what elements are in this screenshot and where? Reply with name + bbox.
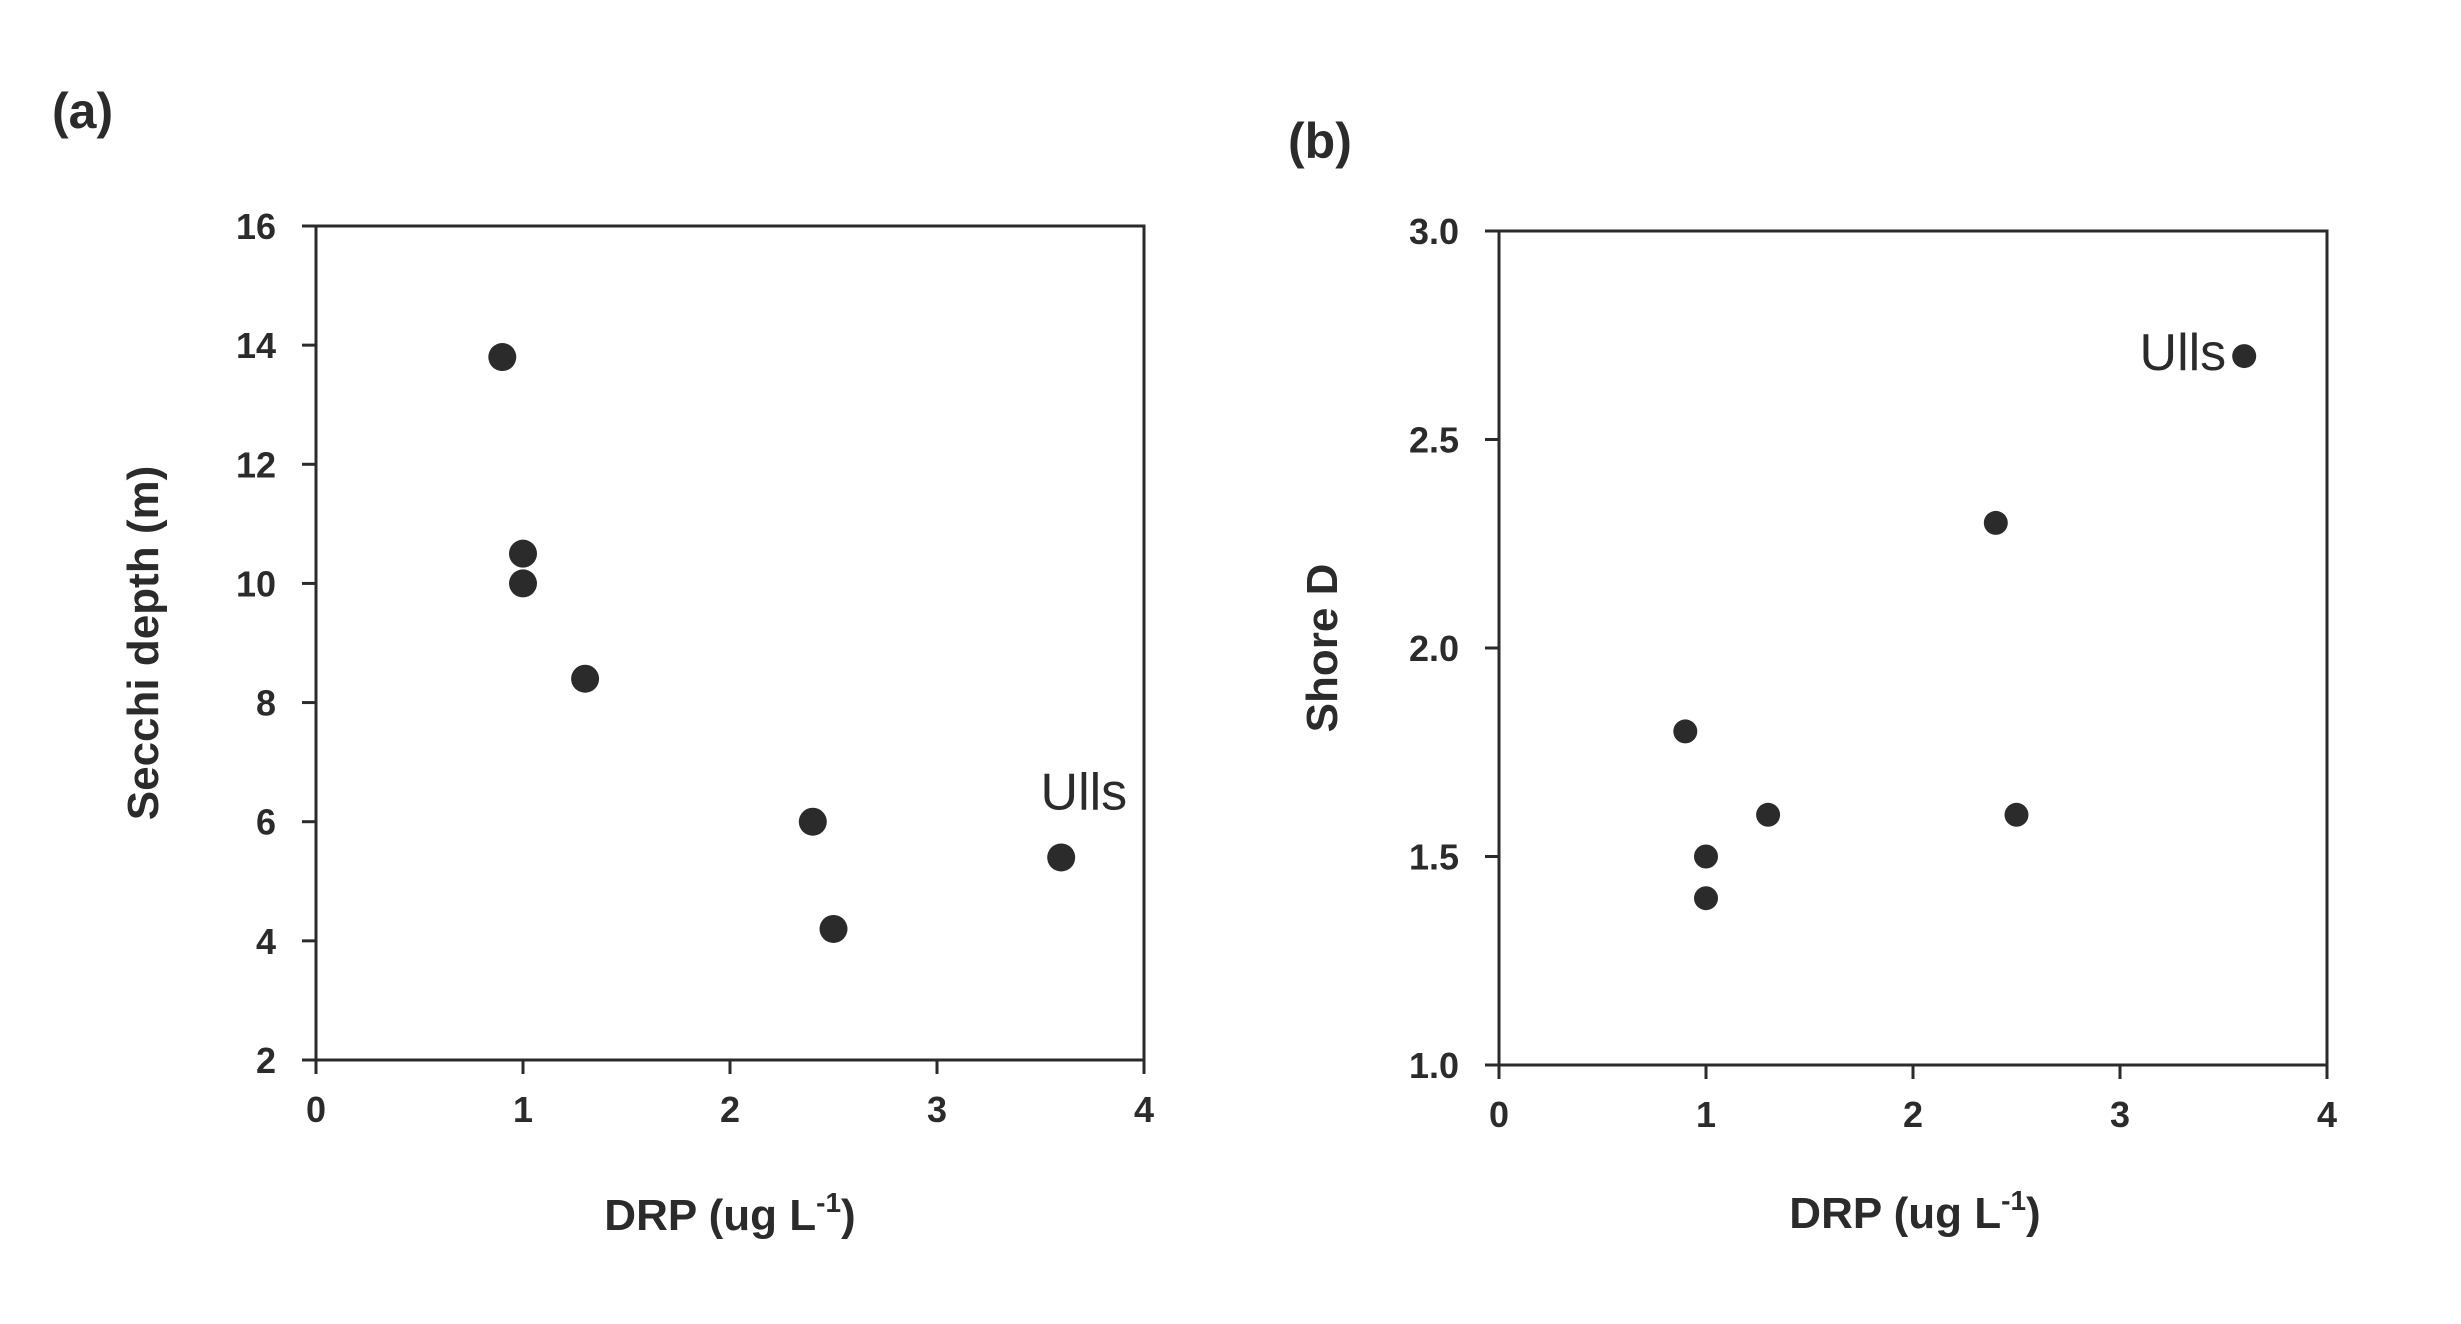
data-point [488,343,517,372]
data-point [798,807,827,836]
y-tick-label: 1.5 [1409,837,1459,878]
data-point [1756,802,1781,827]
point-annotation: Ulls [1041,763,1128,821]
x-axis-title: DRP (ug L-1) [1789,1185,2040,1238]
data-point [819,914,848,943]
data-point [1694,886,1718,911]
data-point [509,569,537,598]
panel-b: (b) 0 1 2 3 4 1.0 1.5 2.0 2.5 3.0 DRP (ug L-1) Shore… [1288,113,2337,1238]
data-point [509,539,537,568]
y-tick-label: 2.5 [1409,420,1459,461]
y-tick-label: 8 [256,683,276,724]
data-point [1694,844,1718,869]
y-tick-label: 10 [236,563,276,604]
x-tick-label: 2 [1903,1094,1923,1135]
x-tick-label: 1 [1696,1094,1716,1135]
data-point [1047,843,1076,872]
data-point [2004,802,2029,827]
panel-label: (b) [1288,113,1352,169]
x-tick-label: 3 [927,1089,947,1130]
x-tick-label: 0 [1489,1094,1509,1135]
x-tick-label: 0 [306,1089,326,1130]
x-tick-label: 4 [2317,1094,2337,1135]
x-tick-label: 2 [720,1089,740,1130]
panel-label: (a) [52,83,113,139]
x-tick-label: 3 [2110,1094,2130,1135]
data-point [1983,510,2008,535]
data-point [571,664,600,693]
x-tick-label: 1 [513,1089,533,1130]
y-tick-label: 1.0 [1409,1045,1459,1086]
y-tick-label: 14 [236,325,276,366]
y-tick-label: 6 [256,802,276,843]
y-axis-title: Secchi depth (m) [119,466,168,821]
y-tick-label: 4 [256,921,276,962]
x-tick-label: 4 [1134,1089,1154,1130]
y-tick-label: 2.0 [1409,628,1459,669]
y-tick-label: 12 [236,444,276,485]
data-point [2232,344,2257,369]
x-axis-title: DRP (ug L-1) [604,1187,855,1240]
y-tick-label: 2 [256,1040,276,1081]
plot-frame [314,224,1146,1062]
y-axis-title: Shore D [1298,564,1347,733]
data-point [1673,719,1698,744]
point-annotation: Ulls [2140,324,2227,382]
y-tick-label: 16 [236,206,276,247]
y-tick-label: 3.0 [1409,211,1459,252]
